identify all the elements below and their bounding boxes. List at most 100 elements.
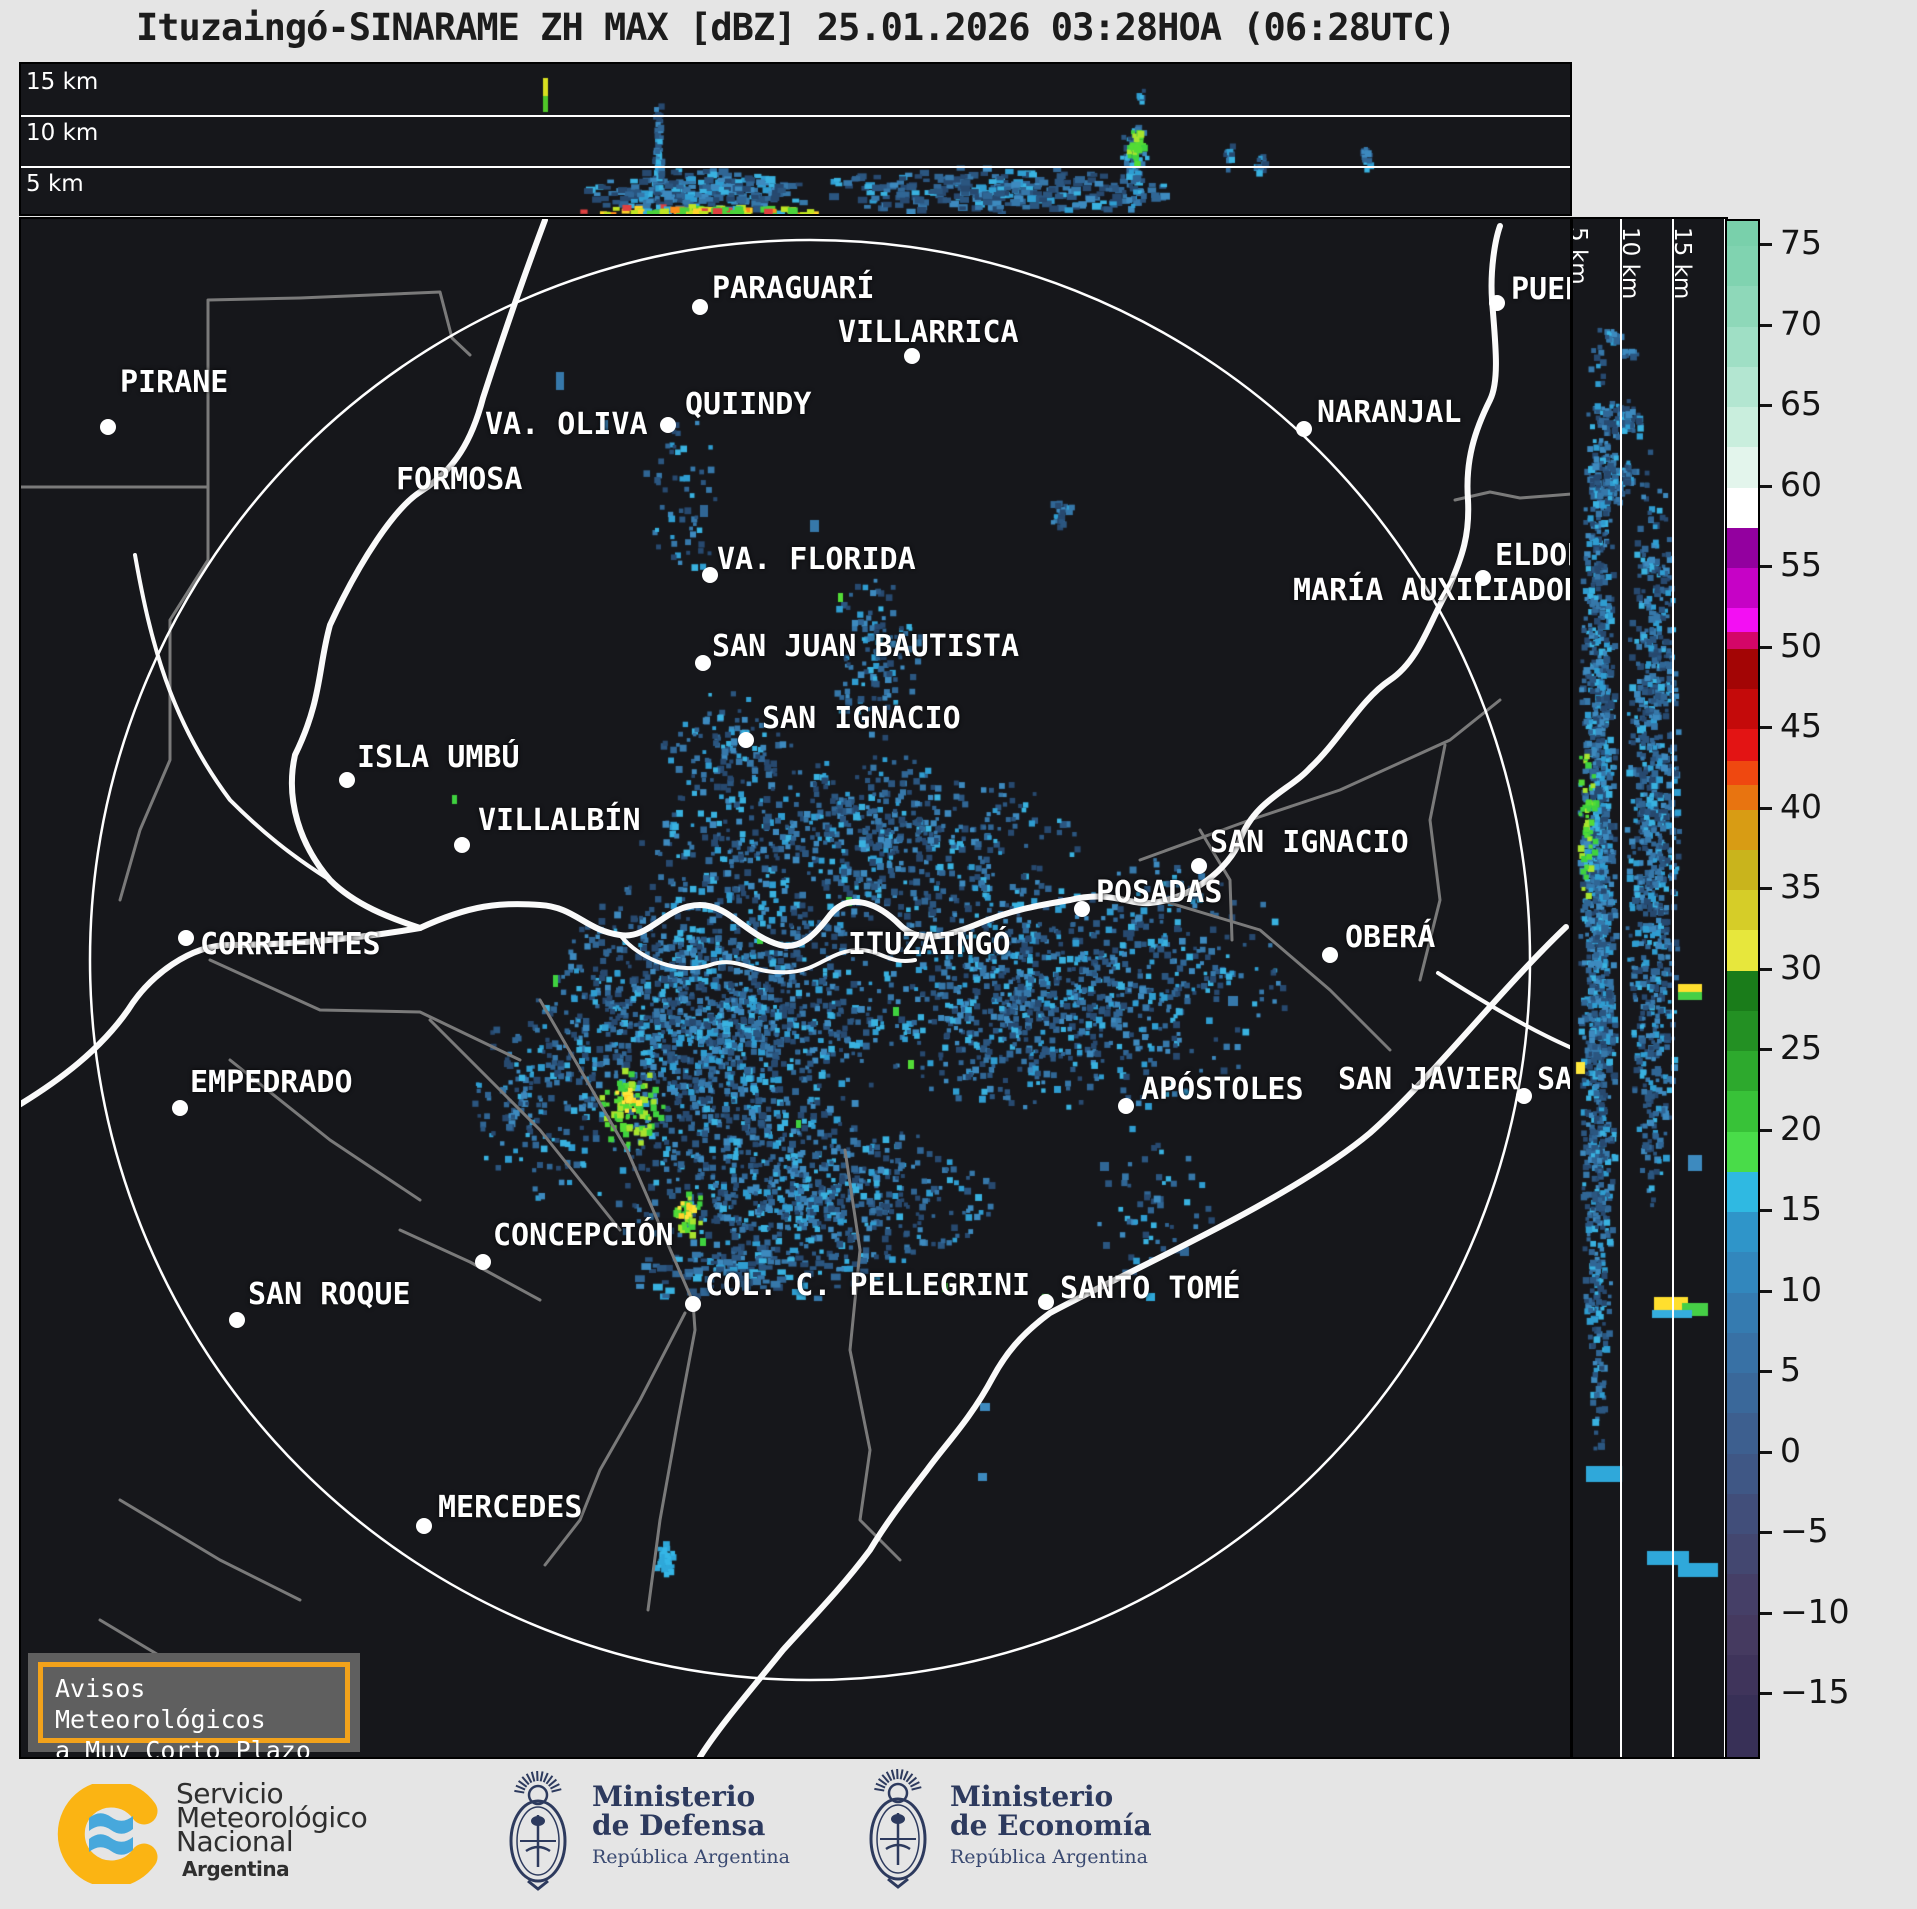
city-label-santa-edge: SANTA ANA	[1537, 1062, 1572, 1097]
colorbar-label-65: 65	[1780, 384, 1822, 423]
colorbar-segment-50-47.5dbz	[1727, 648, 1758, 690]
page-title: Ituzaingó-SINARAME ZH MAX [dBZ] 25.01.20…	[135, 6, 1456, 49]
avisos-box[interactable]: Avisos Meteorológicos a Muy Corto Plazo	[28, 1653, 360, 1757]
colorbar-segment-43-41.5dbz	[1727, 761, 1758, 787]
colorbar-segment--15--19dbz	[1727, 1695, 1758, 1757]
colorbar-segment-60-57.5dbz	[1727, 487, 1758, 529]
city-label-puerto: PUERTO RICO	[1511, 272, 1570, 307]
city-label-mercedes: MERCEDES	[438, 1490, 583, 1525]
city-label-formosa: FORMOSA	[396, 462, 523, 497]
admin-boundary-5	[1198, 828, 1234, 942]
colorbar-label-10: 10	[1780, 1269, 1822, 1309]
colorbar-segment-65-62.5dbz	[1727, 407, 1758, 449]
economia-logo-text: Ministerio de Economía República Argenti…	[950, 1782, 1152, 1872]
footer-logos: Servicio Meteorológico Nacional Argentin…	[0, 1759, 1917, 1909]
colorbar-segment-20-17.5dbz	[1727, 1131, 1758, 1173]
city-dot-isla-umbu	[339, 772, 355, 788]
river-3	[417, 897, 1073, 949]
colorbar-label--15: −15	[1780, 1672, 1850, 1711]
avisos-line2: a Muy Corto Plazo	[55, 1736, 311, 1759]
altitude-vline-5km	[1620, 219, 1622, 1757]
river-7	[1436, 971, 1570, 1050]
altitude-vlabel-15km: 15 km	[1669, 227, 1695, 300]
colorbar-tick-70	[1760, 323, 1772, 327]
city-dot-posadas	[1074, 901, 1090, 917]
colorbar-segment-22.5-20dbz	[1727, 1091, 1758, 1133]
colorbar-label-60: 60	[1780, 464, 1822, 504]
city-label-villalbin: VILLALBÍN	[478, 803, 641, 838]
city-label-ituzaingo: ITUZAINGÓ	[848, 927, 1011, 962]
colorbar-tick-30	[1760, 967, 1772, 971]
colorbar-segment-76.55-75dbz	[1727, 221, 1758, 247]
colorbar-label-0: 0	[1780, 1430, 1801, 1470]
admin-boundary-9	[538, 998, 697, 1612]
city-label-san-roque: SAN ROQUE	[248, 1277, 411, 1312]
admin-boundary-8	[228, 1058, 422, 1202]
city-label-corrientes: CORRIENTES	[200, 927, 381, 962]
admin-boundary-7	[208, 958, 522, 1062]
city-dot-san-javier	[1516, 1088, 1532, 1104]
right-echo-canvas	[1573, 219, 1726, 1757]
city-label-eldorado: ELDORADO	[1495, 538, 1570, 573]
economia-coat-of-arms-icon	[869, 1768, 927, 1889]
colorbar-segment--5--7.5dbz	[1727, 1534, 1758, 1576]
altitude-vlabel-10km: 10 km	[1617, 227, 1643, 300]
colorbar-segment-25-22.5dbz	[1727, 1051, 1758, 1093]
smn-line3: Nacional	[176, 1825, 294, 1858]
colorbar-segment--12.5--15dbz	[1727, 1654, 1758, 1696]
colorbar-tick-50	[1760, 645, 1772, 649]
colorbar-label-70: 70	[1780, 303, 1822, 343]
radar-map-panel: PIRANE PARAGUARÍ VILLARRICA QUIINDY VA. OLIV…	[19, 217, 1572, 1759]
city-label-apostoles: APÓSTOLES	[1141, 1072, 1304, 1107]
admin-boundary-3	[1138, 698, 1502, 862]
colorbar-tick--15	[1760, 1692, 1772, 1695]
city-label-san-juan-bautista: SAN JUAN BAUTISTA	[712, 629, 1020, 664]
colorbar-label-25: 25	[1780, 1028, 1822, 1067]
colorbar-label-15: 15	[1780, 1189, 1822, 1228]
altitude-line-15km	[21, 115, 1570, 117]
city-label-san-javier: SAN JAVIER	[1338, 1062, 1519, 1097]
colorbar-segment-75-72.5dbz	[1727, 246, 1758, 288]
top-echo-canvas	[21, 64, 1570, 214]
colorbar-segment--2.5--5dbz	[1727, 1493, 1758, 1535]
colorbar-tick-65	[1760, 404, 1772, 407]
city-dot-villalbin	[454, 837, 470, 853]
economia-line1: Ministerio	[950, 1780, 1114, 1813]
colorbar-segment-10-7.5dbz	[1727, 1292, 1758, 1334]
colorbar-label-50: 50	[1780, 625, 1822, 665]
colorbar-segment-70-67.5dbz	[1727, 326, 1758, 368]
altitude-label-10km: 10 km	[26, 120, 99, 146]
colorbar-label--5: −5	[1780, 1511, 1829, 1550]
city-dot-mercedes	[416, 1518, 432, 1534]
colorbar-tick--5	[1760, 1531, 1772, 1534]
admin-boundary-13	[118, 1498, 302, 1602]
city-label-pellegrini: COL. C. PELLEGRINI	[705, 1268, 1031, 1303]
colorbar-segment-47.5-45dbz	[1727, 688, 1758, 730]
city-dot-santo-tome	[1038, 1294, 1054, 1310]
city-label-pirane: PIRANE	[120, 365, 229, 400]
city-label-santo-tome: SANTO TOMÉ	[1060, 1271, 1241, 1306]
defensa-logo-text: Ministerio de Defensa República Argentin…	[592, 1782, 790, 1872]
river-5	[1067, 223, 1503, 907]
colorbar-tick--10	[1760, 1611, 1772, 1615]
altitude-label-5km: 5 km	[26, 171, 84, 197]
city-dot-san-ignacio-s	[1191, 858, 1207, 874]
colorbar-segment-7.5-5dbz	[1727, 1332, 1758, 1374]
colorbar-segment-51-50dbz	[1727, 632, 1758, 650]
colorbar-segment-57.5-55dbz	[1727, 527, 1758, 569]
avisos-line1: Avisos Meteorológicos	[55, 1674, 266, 1734]
city-label-obera: OBERÁ	[1345, 920, 1436, 955]
colorbar-label--10: −10	[1780, 1591, 1850, 1631]
colorbar-segment-30-27.5dbz	[1727, 970, 1758, 1012]
admin-boundary-12	[843, 1148, 902, 1562]
defensa-line3: República Argentina	[592, 1846, 790, 1868]
colorbar-segment-41.5-40dbz	[1727, 785, 1758, 811]
city-label-maria-auxiliadora: MARÍA AUXILIADORA	[1293, 573, 1572, 608]
city-dot-san-juan-bautista	[695, 655, 711, 671]
river-4	[618, 933, 917, 975]
city-label-empedrado: EMPEDRADO	[190, 1065, 353, 1100]
colorbar-segment-40-37.5dbz	[1727, 809, 1758, 851]
city-dot-concepcion	[475, 1254, 491, 1270]
river-6	[697, 924, 1569, 1757]
